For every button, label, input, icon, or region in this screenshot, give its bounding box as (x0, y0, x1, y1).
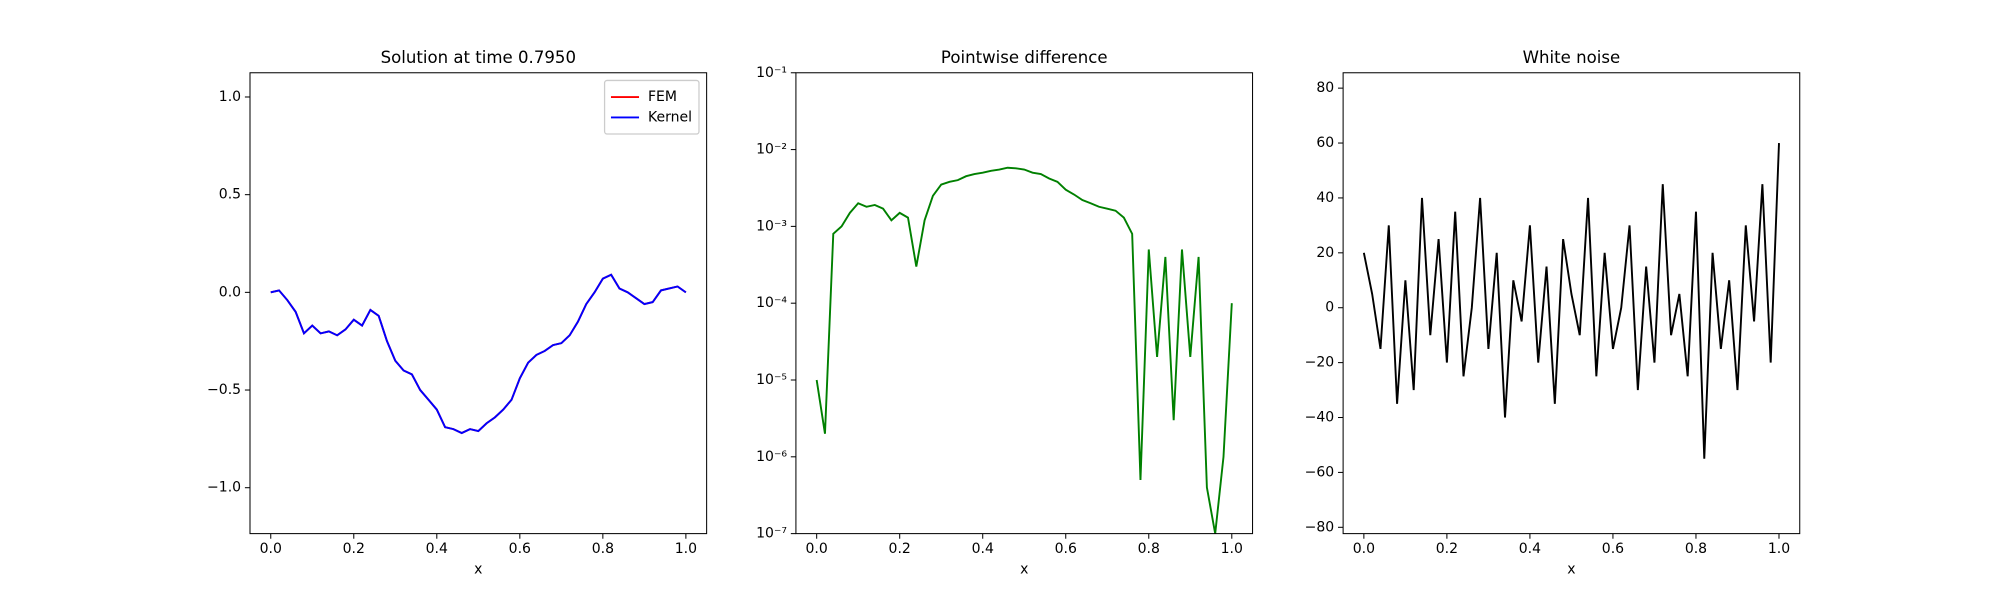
data-line (270, 273, 687, 435)
y-tick-label: 0 (1325, 300, 1334, 316)
y-tick-label: 10⁻⁴ (756, 295, 787, 311)
x-tick-label: 0.4 (972, 541, 994, 557)
x-axis-label: x (1020, 561, 1028, 577)
x-tick-label: 1.0 (675, 541, 697, 557)
x-axis-label: x (1567, 561, 1575, 577)
y-tick-label: 0.5 (219, 187, 241, 203)
x-tick-label: 0.2 (1436, 541, 1458, 557)
x-tick-label: 0.6 (509, 541, 531, 557)
y-tick-label: −20 (1305, 355, 1335, 371)
y-tick-label: 10⁻³ (756, 218, 787, 234)
y-tick-label: 10⁻² (756, 142, 787, 158)
x-tick-label: 0.0 (260, 541, 282, 557)
data-line (270, 273, 687, 435)
y-tick-label: 20 (1316, 245, 1334, 261)
x-tick-label: 0.0 (1353, 541, 1375, 557)
y-tick-label: 10⁻⁶ (756, 449, 787, 465)
y-tick-label: 10⁻¹ (756, 65, 787, 81)
data-line (815, 166, 1233, 534)
x-tick-label: 0.6 (1602, 541, 1624, 557)
y-tick-label: −0.5 (207, 382, 241, 398)
subplot: Pointwise difference x 0.0 0.2 0.4 0.6 0.8 1.0 1… (756, 48, 1254, 577)
x-tick-label: 1.0 (1768, 541, 1790, 557)
x-tick-label: 0.4 (426, 541, 448, 557)
subplot: White noise x 0.0 0.2 0.4 0.6 0.8 1.0 −80 −60 −40 −… (1305, 48, 1801, 577)
x-axis-label: x (474, 561, 482, 577)
x-tick-label: 0.8 (1138, 541, 1160, 557)
axes-frame (249, 72, 708, 535)
x-tick-label: 0.4 (1519, 541, 1541, 557)
y-tick-label: 10⁻⁷ (756, 526, 787, 542)
legend-label: Kernel (648, 109, 692, 125)
y-tick-label: −1.0 (207, 480, 241, 496)
x-tick-label: 0.2 (343, 541, 365, 557)
x-tick-label: 0.8 (592, 541, 614, 557)
axes-frame (795, 72, 1254, 535)
chart-title: Solution at time 0.7950 (381, 48, 576, 67)
legend-label: FEM (648, 89, 677, 105)
y-tick-label: 1.0 (219, 89, 241, 105)
x-tick-label: 0.8 (1685, 541, 1707, 557)
y-tick-label: 80 (1316, 80, 1334, 96)
x-tick-label: 0.0 (806, 541, 828, 557)
y-tick-label: 0.0 (219, 284, 241, 300)
x-tick-label: 0.2 (889, 541, 911, 557)
legend-box (603, 79, 700, 135)
y-tick-label: −80 (1305, 519, 1335, 535)
y-tick-label: −40 (1305, 410, 1335, 426)
x-tick-label: 1.0 (1221, 541, 1243, 557)
chart-title: White noise (1523, 48, 1621, 67)
x-tick-label: 0.6 (1055, 541, 1077, 557)
y-tick-label: 40 (1316, 190, 1334, 206)
y-tick-label: 10⁻⁵ (756, 372, 787, 388)
subplot: Solution at time 0.7950 x 0.0 0.2 0.4 0.6 0.8 1… (207, 48, 708, 577)
y-tick-label: −60 (1305, 464, 1335, 480)
chart-title: Pointwise difference (941, 48, 1108, 67)
y-tick-label: 60 (1316, 135, 1334, 151)
axes-frame (1342, 72, 1801, 535)
data-line (1362, 142, 1780, 459)
